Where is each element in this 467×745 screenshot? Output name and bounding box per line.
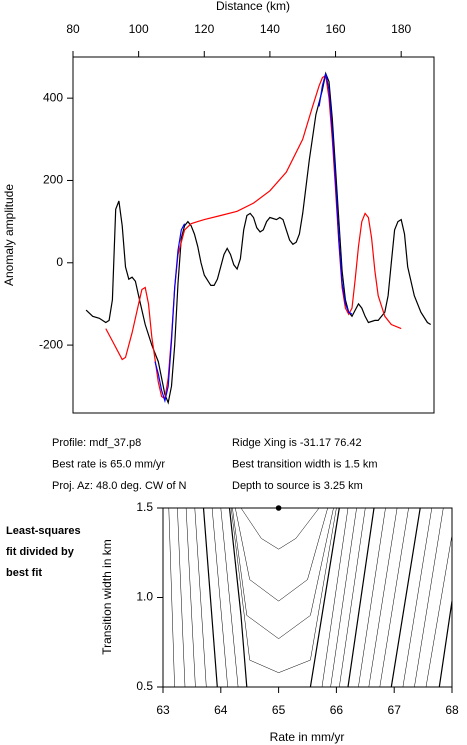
contour-line	[402, 507, 433, 688]
y-tick-label: 200	[43, 173, 63, 187]
x-tick-label: 63	[156, 703, 170, 717]
x-tick-label: 80	[66, 22, 80, 36]
info-text: Profile: mdf_37.p8	[52, 437, 141, 449]
plot-frame	[162, 507, 453, 688]
x-tick-label: 100	[129, 22, 149, 36]
info-text: Ridge Xing is -31.17 76.42	[232, 437, 362, 449]
contour-line	[330, 507, 357, 688]
y-axis-title: Anomaly amplitude	[2, 184, 16, 286]
contour-line	[309, 507, 340, 688]
contour-line	[185, 507, 196, 688]
note-text: fit divided by	[6, 546, 75, 558]
contour-line	[177, 507, 186, 688]
y-tick-label: 1.5	[136, 500, 153, 514]
contour-line	[347, 507, 375, 688]
contour-line	[228, 507, 248, 688]
contour-line	[232, 507, 334, 640]
plot-frame	[72, 56, 435, 414]
info-text: Depth to source is 3.25 km	[232, 480, 363, 492]
x-tick-label: 120	[194, 22, 214, 36]
data-line	[85, 71, 432, 405]
x-tick-label: 68	[445, 703, 459, 717]
contour-line	[220, 507, 239, 688]
x-tick-label: 65	[272, 703, 286, 717]
x-axis-title: Distance (km)	[216, 0, 290, 13]
x-axis-title: Rate in mm/yr	[270, 730, 345, 744]
y-tick-label: 0.5	[136, 679, 153, 693]
y-tick-label: 0	[56, 255, 63, 269]
note-text: best fit	[6, 567, 42, 579]
contour-line	[438, 601, 453, 688]
contour-line	[414, 507, 444, 688]
x-tick-label: 66	[330, 703, 344, 717]
info-text: Best rate is 65.0 mm/yr	[52, 458, 165, 470]
contour-line	[211, 507, 228, 688]
contour-line	[321, 507, 349, 688]
contour-line	[390, 507, 421, 688]
contour-line	[425, 534, 453, 688]
x-tick-label: 180	[391, 22, 411, 36]
note-text: Least-squares	[6, 525, 81, 537]
contour-line	[379, 507, 409, 688]
y-tick-label: 1.0	[136, 590, 153, 604]
x-tick-label: 64	[214, 703, 228, 717]
contour-line	[230, 507, 337, 673]
x-tick-label: 67	[388, 703, 402, 717]
contour-line	[240, 507, 320, 550]
y-axis-title: Transition width in km	[100, 539, 114, 655]
contour-line	[339, 507, 366, 688]
contour-line	[202, 507, 218, 688]
contour-line	[168, 507, 175, 688]
data-line	[154, 73, 353, 403]
x-tick-label: 140	[260, 22, 280, 36]
contour-line	[358, 507, 386, 688]
y-tick-label: 400	[43, 90, 63, 104]
contour-line	[368, 507, 398, 688]
info-text: Best transition width is 1.5 km	[232, 458, 378, 470]
y-tick-label: -200	[39, 337, 63, 351]
contour-line	[194, 507, 207, 688]
x-tick-label: 160	[326, 22, 346, 36]
data-line	[105, 74, 402, 400]
info-text: Proj. Az: 48.0 deg. CW of N	[52, 480, 187, 492]
best-fit-point	[275, 505, 282, 511]
contour-line	[235, 507, 328, 602]
